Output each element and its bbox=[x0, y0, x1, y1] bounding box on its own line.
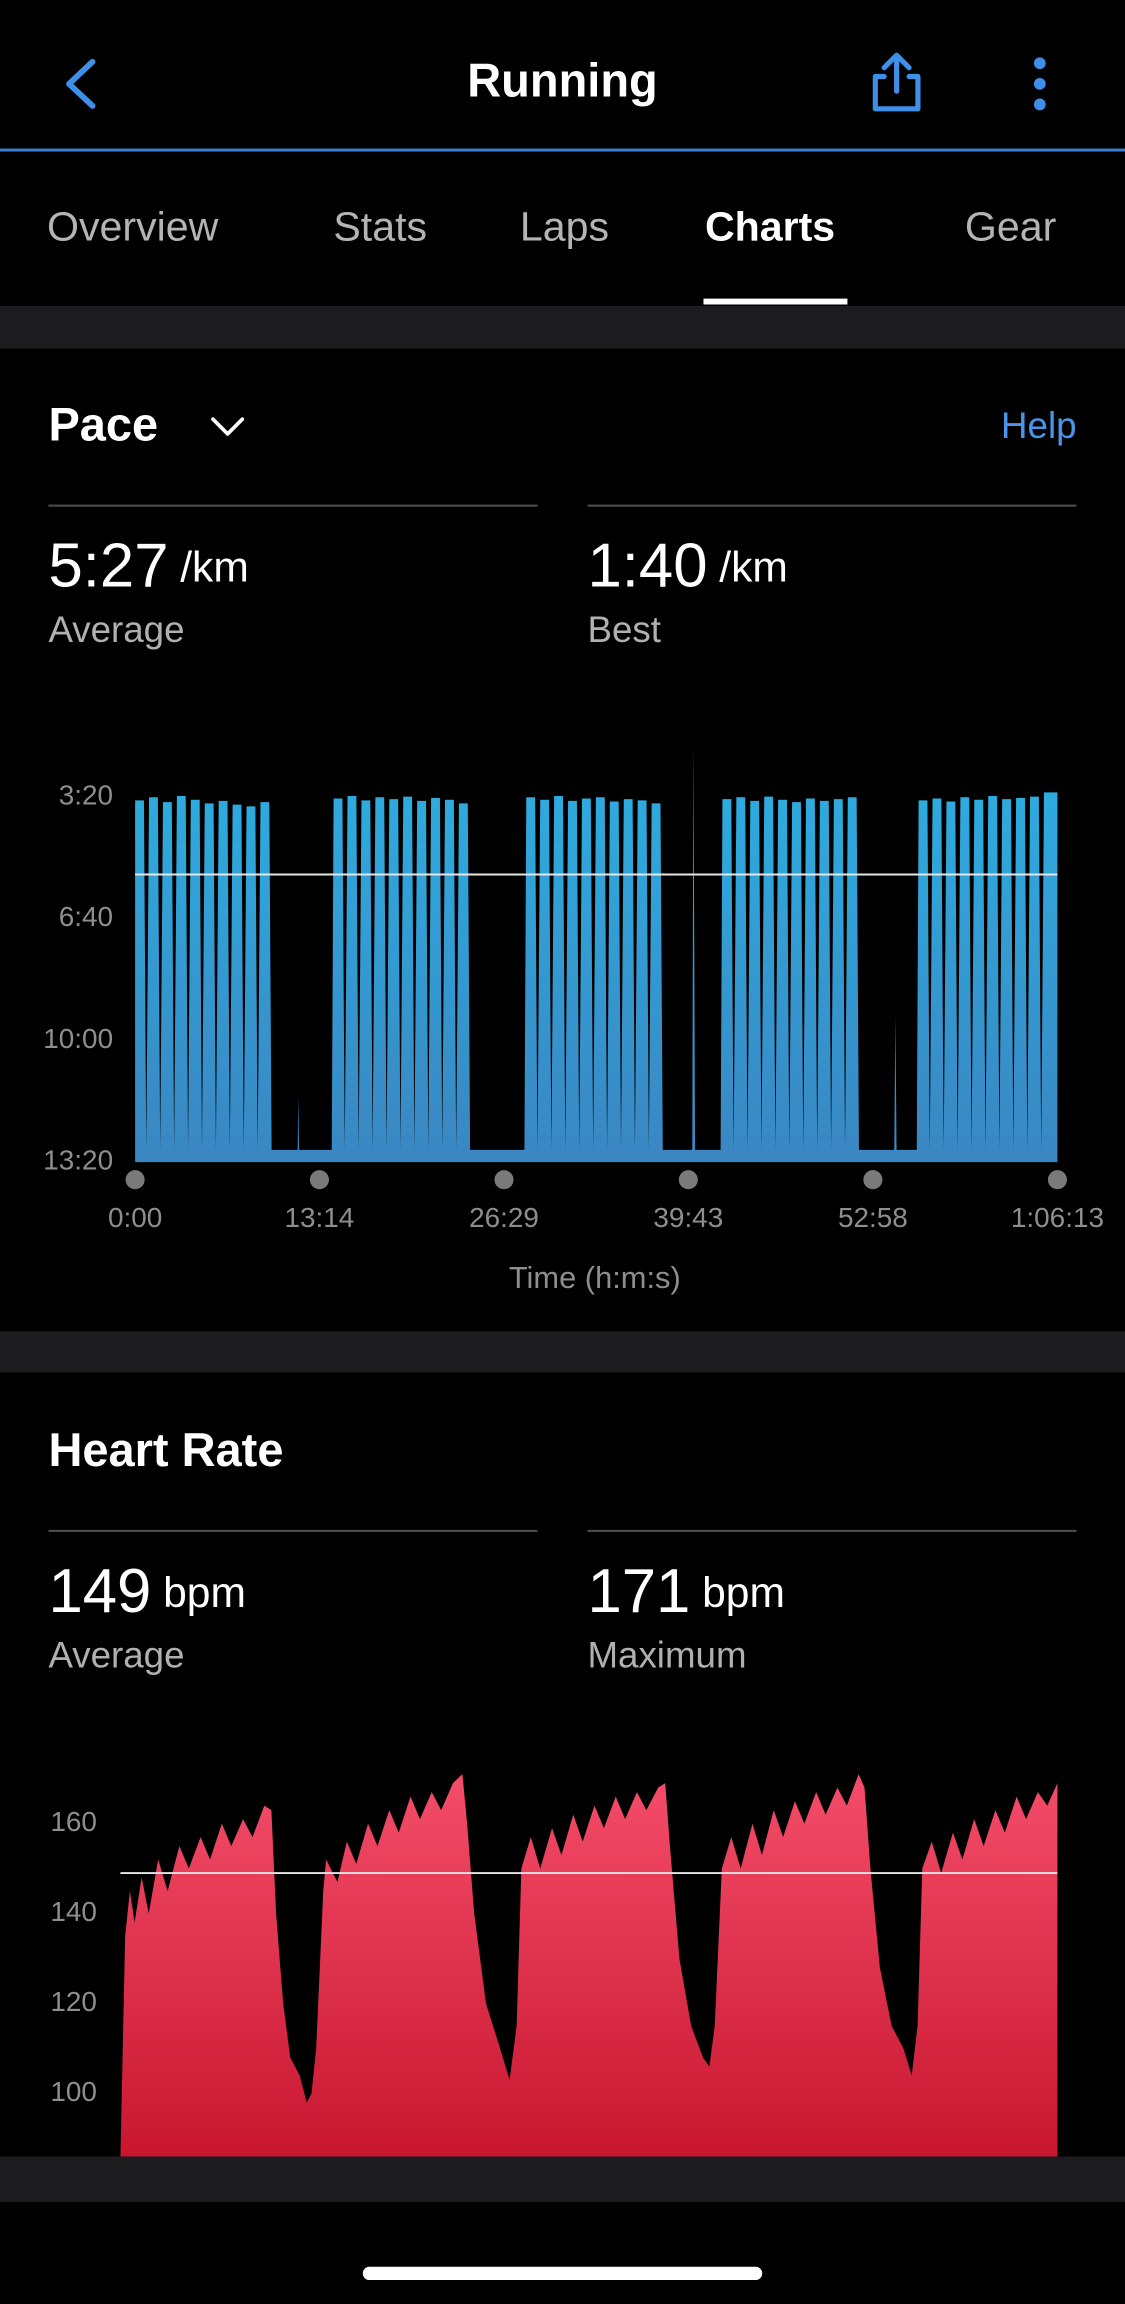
stat-label: Average bbox=[48, 609, 184, 650]
stat: 171 bpm bbox=[587, 1557, 784, 1626]
menu-dot bbox=[1033, 98, 1046, 111]
help-link[interactable]: Help bbox=[1001, 405, 1077, 446]
header-divider bbox=[0, 148, 1125, 152]
charts: 3:20 6:40 10:00 13:20 0:00 13:14 26:29 39:43 52:… bbox=[43, 742, 1104, 2157]
menu-button[interactable] bbox=[1033, 57, 1046, 111]
y-tick-label: 6:40 bbox=[59, 901, 113, 932]
stat-value: 171 bbox=[587, 1557, 690, 1626]
dropdown-chevron[interactable] bbox=[211, 417, 245, 436]
area bbox=[120, 1774, 1058, 2157]
stat-unit: /km bbox=[180, 544, 249, 592]
stat-value: 149 bbox=[48, 1557, 151, 1626]
stat-divider bbox=[48, 504, 538, 507]
share-button[interactable] bbox=[872, 52, 921, 112]
y-tick-label: 3:20 bbox=[59, 780, 113, 811]
header-title: Running bbox=[467, 53, 657, 106]
x-tick-label: 1:06:13 bbox=[1011, 1202, 1104, 1233]
x-tick-label: 39:43 bbox=[653, 1202, 723, 1233]
x-tick-label: 0:00 bbox=[108, 1202, 162, 1233]
menu-dot bbox=[1033, 57, 1046, 70]
tab[interactable]: Laps bbox=[520, 203, 609, 249]
x-tick-label: 52:58 bbox=[838, 1202, 908, 1233]
stat-divider bbox=[587, 504, 1077, 507]
section-separator bbox=[0, 1331, 1125, 1373]
y-tick-label: 10:00 bbox=[43, 1023, 113, 1054]
y-tick-label: 160 bbox=[50, 1806, 97, 1837]
x-tick-dot bbox=[1047, 1170, 1067, 1190]
y-tick-label: 140 bbox=[50, 1896, 97, 1927]
tab[interactable]: Stats bbox=[333, 203, 427, 249]
x-tick-label: 26:29 bbox=[469, 1202, 539, 1233]
section-title: Pace bbox=[48, 397, 158, 450]
stat-divider bbox=[587, 1529, 1077, 1533]
section-title: Heart Rate bbox=[48, 1423, 283, 1476]
stat: 5:27/km bbox=[48, 532, 248, 601]
x-tick-label: 13:14 bbox=[285, 1202, 355, 1233]
stat-unit: /km bbox=[719, 544, 788, 592]
y-tick-label: 100 bbox=[50, 2076, 97, 2107]
share-arrow bbox=[881, 52, 912, 94]
x-tick-dot bbox=[125, 1170, 145, 1190]
area bbox=[135, 742, 1058, 1163]
x-tick-dot bbox=[309, 1170, 329, 1190]
x-tick-dot bbox=[863, 1170, 883, 1190]
share-box bbox=[872, 73, 921, 112]
y-tick-label: 13:20 bbox=[43, 1144, 113, 1175]
stat-value: 5:27 bbox=[48, 532, 168, 601]
active-tab-indicator bbox=[703, 298, 848, 305]
x-axis-label: Time (h:m:s) bbox=[509, 1260, 681, 1295]
stat-divider bbox=[48, 1529, 538, 1533]
stat-value: 1:40 bbox=[587, 532, 707, 601]
section-separator bbox=[0, 2156, 1125, 2203]
stat-label: Maximum bbox=[587, 1634, 746, 1675]
tab[interactable]: Overview bbox=[47, 203, 219, 249]
stat-label: Best bbox=[587, 609, 660, 650]
stat: 149 bpm bbox=[48, 1557, 245, 1626]
stat-unit: bpm bbox=[163, 1569, 246, 1617]
home-indicator bbox=[362, 2266, 763, 2281]
tab[interactable]: Gear bbox=[965, 203, 1057, 249]
x-tick-dot bbox=[678, 1170, 698, 1190]
section-separator bbox=[0, 305, 1125, 349]
y-tick-label: 120 bbox=[50, 1986, 97, 2017]
x-tick-dot bbox=[494, 1170, 514, 1190]
menu-dot bbox=[1033, 77, 1046, 90]
stat-unit: bpm bbox=[702, 1569, 785, 1617]
back-button[interactable] bbox=[66, 58, 96, 109]
tab[interactable]: Charts bbox=[705, 203, 835, 249]
stat: 1:40/km bbox=[587, 532, 787, 601]
stat-label: Average bbox=[48, 1634, 184, 1675]
